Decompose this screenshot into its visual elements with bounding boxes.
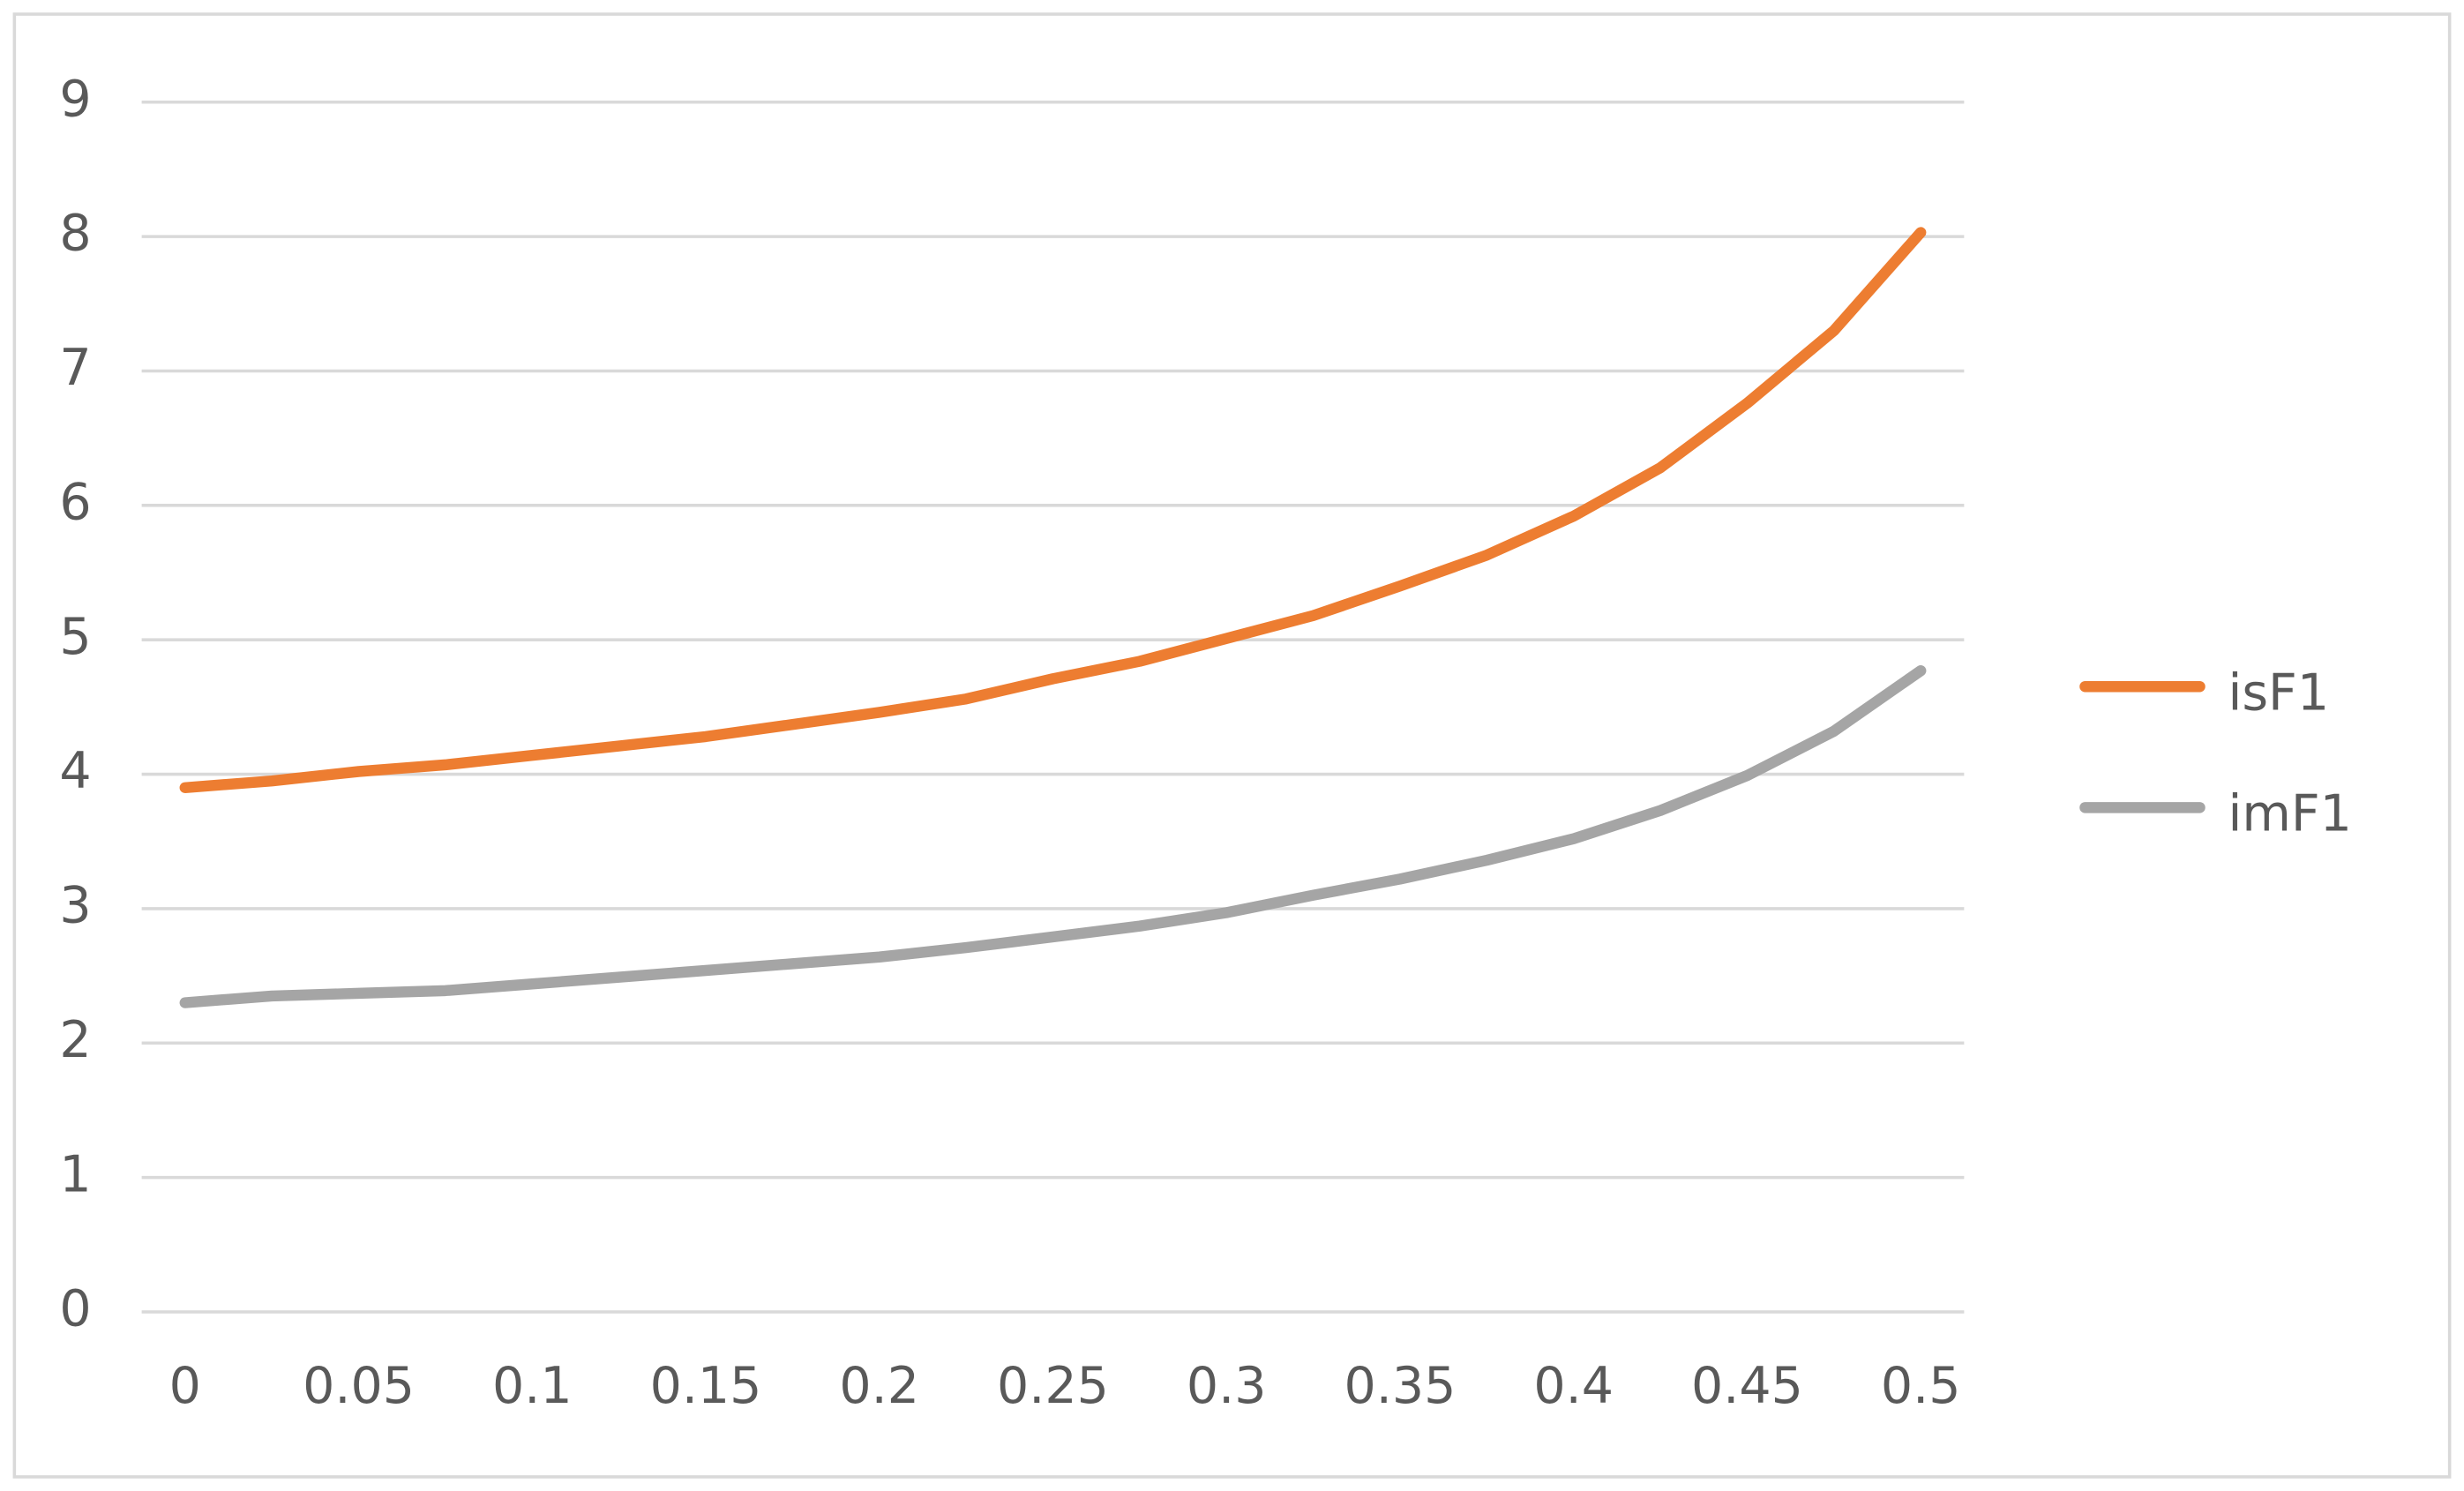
x-tick-label: 0.05 [303,1357,415,1415]
y-tick-label: 3 [59,877,91,935]
x-tick-label: 0 [169,1357,201,1415]
legend-label: imF1 [2228,785,2352,843]
x-tick-label: 0.4 [1533,1357,1614,1415]
x-tick-label: 0.1 [492,1357,573,1415]
y-tick-label: 8 [59,205,91,263]
y-tick-label: 7 [59,339,91,397]
chart-border [12,12,2452,1479]
series-line [179,227,1927,794]
x-tick-label: 0.35 [1344,1357,1457,1415]
y-tick-label: 5 [59,608,91,666]
legend-label: isF1 [2228,664,2330,723]
x-tick-label: 0.25 [997,1357,1109,1415]
x-tick-label: 0.45 [1691,1357,1803,1415]
y-tick-label: 0 [59,1280,91,1338]
y-tick-label: 2 [59,1011,91,1069]
y-tick-label: 1 [59,1145,91,1203]
y-tick-label: 6 [59,473,91,531]
y-tick-label: 4 [59,742,91,800]
x-tick-label: 0.3 [1187,1357,1267,1415]
x-tick-label: 0.5 [1881,1357,1961,1415]
x-tick-label: 0.15 [650,1357,762,1415]
y-tick-label: 9 [59,70,91,128]
x-tick-label: 0.2 [839,1357,919,1415]
series-line [179,664,1927,1008]
